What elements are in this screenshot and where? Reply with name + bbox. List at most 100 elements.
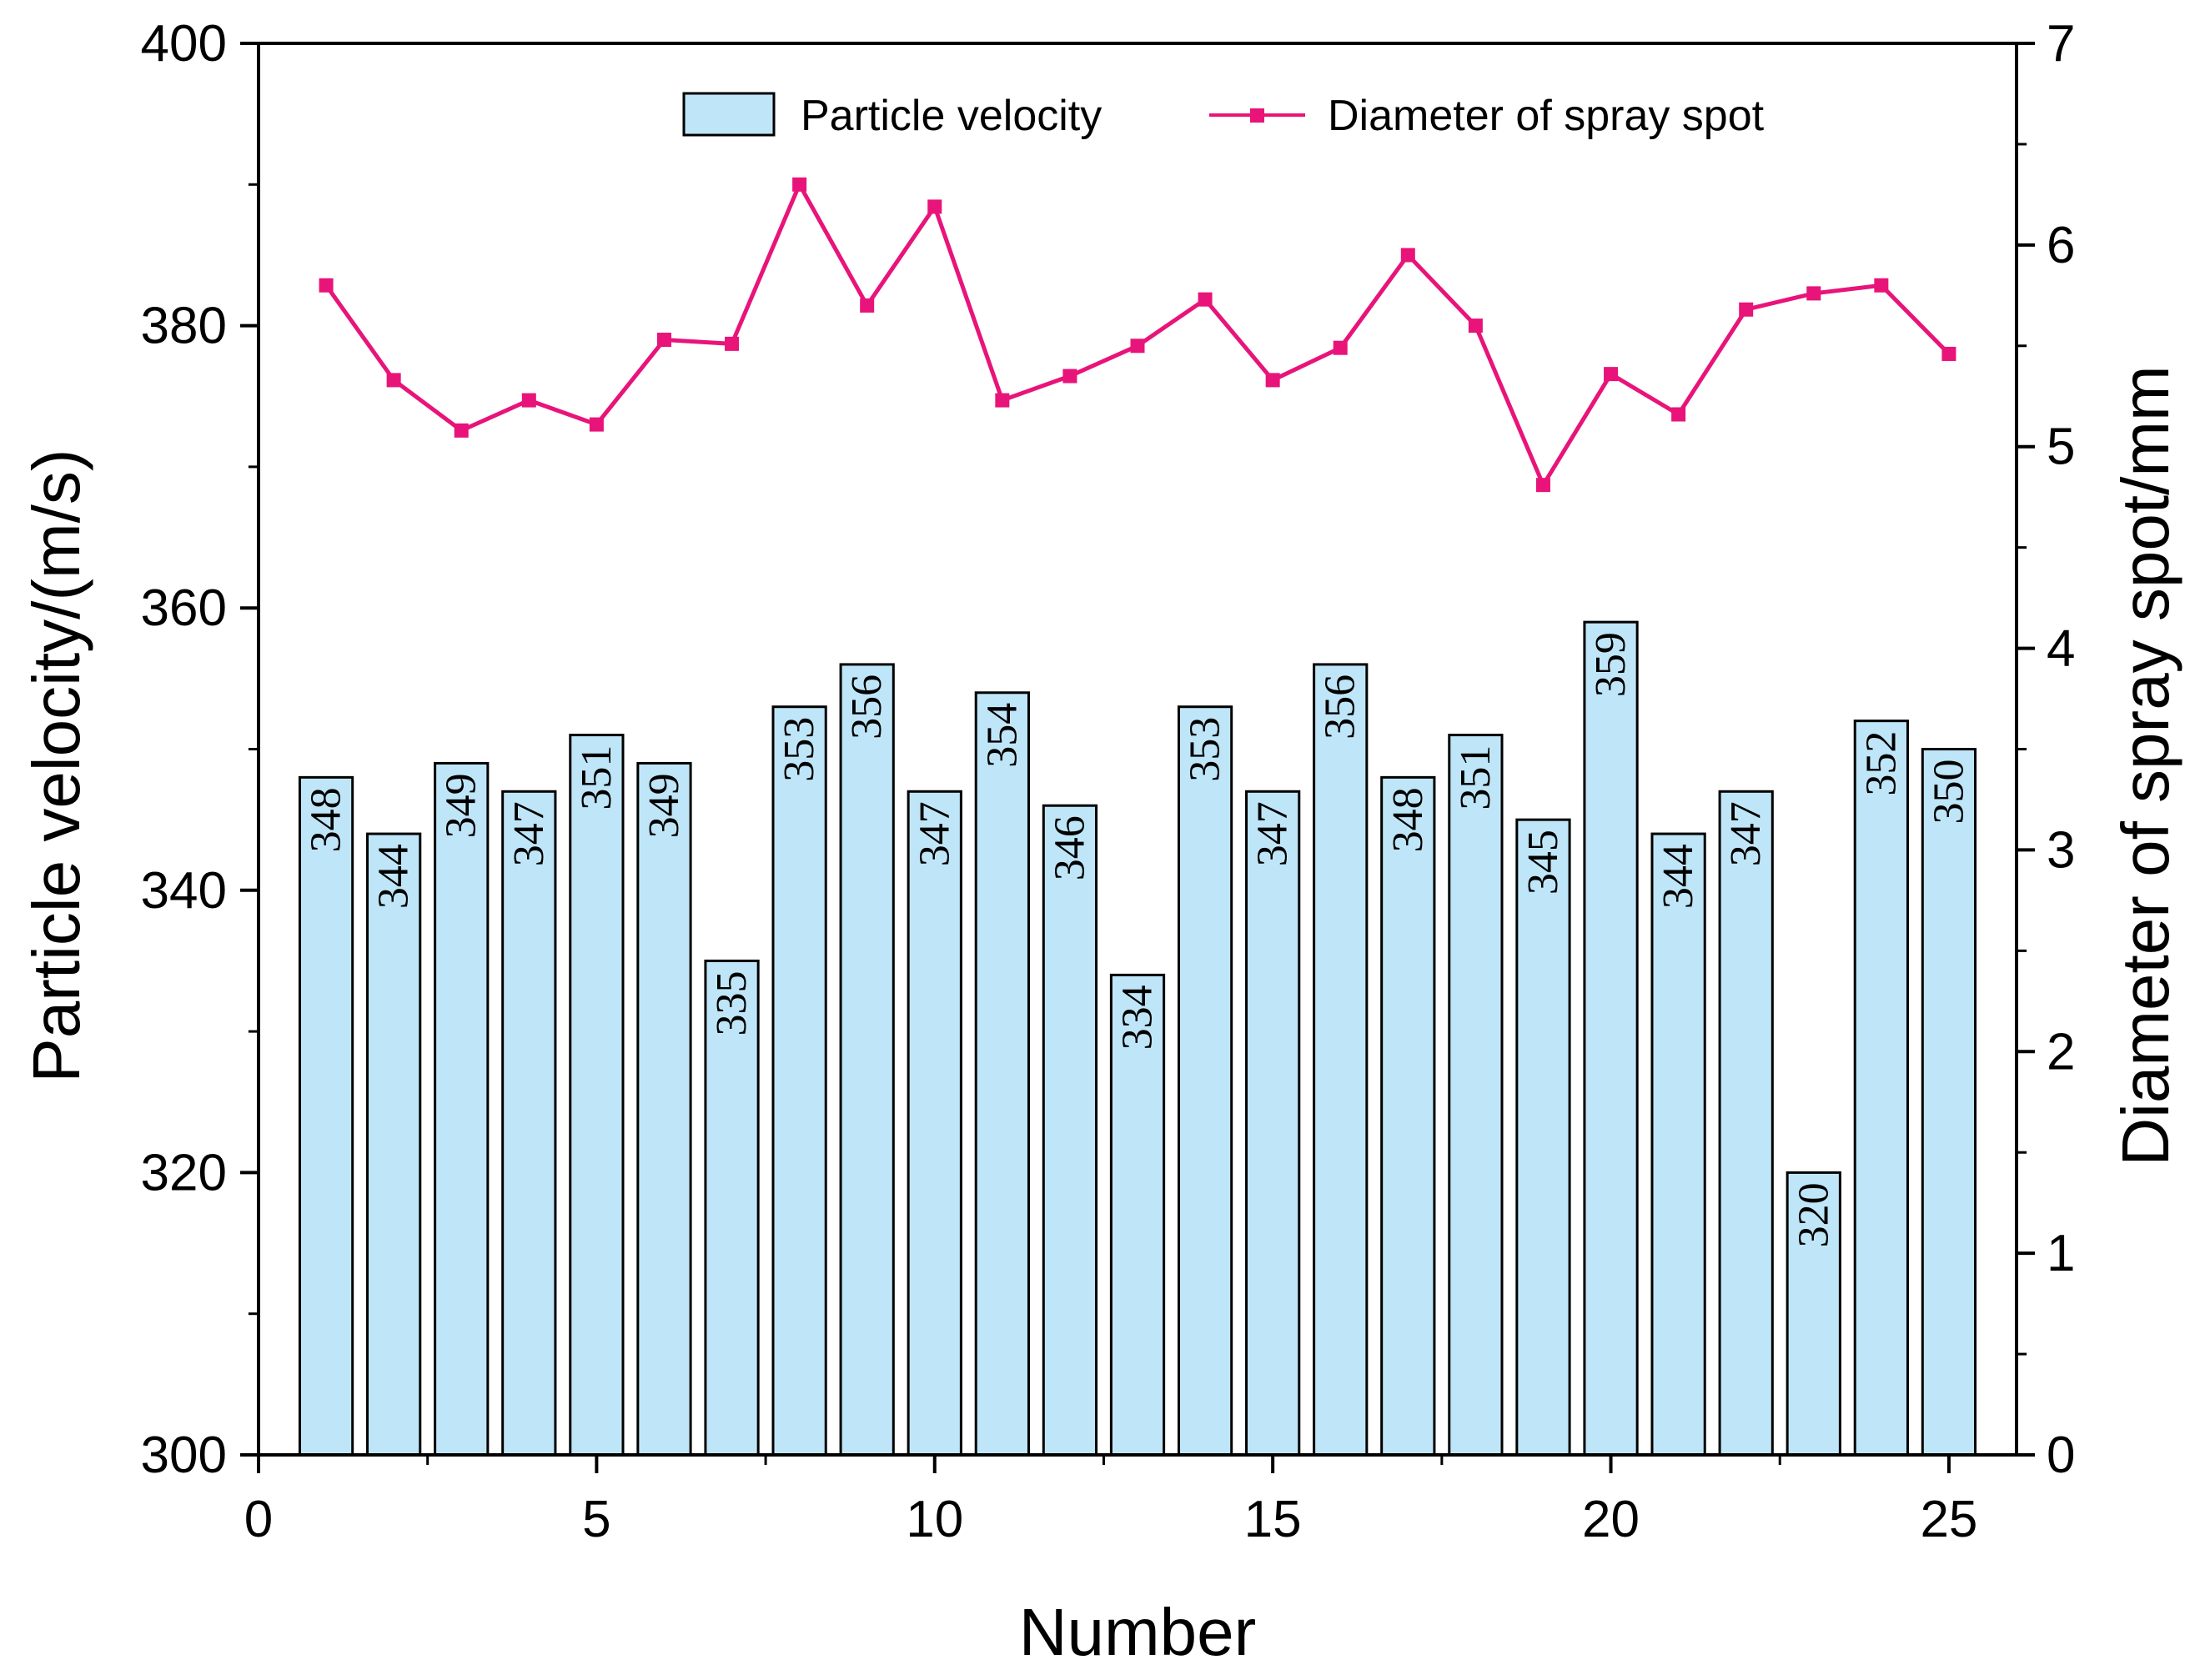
bar-11 xyxy=(974,691,1030,1457)
bar-label-23: 320 xyxy=(1790,1182,1837,1247)
bar-label-2: 344 xyxy=(370,844,418,909)
bar-label-8: 353 xyxy=(776,717,823,782)
bar-label-9: 356 xyxy=(843,675,891,740)
bar-label-18: 351 xyxy=(1452,745,1499,810)
y-right-tick-label-1: 1 xyxy=(2047,1225,2075,1282)
bar-label-14: 353 xyxy=(1182,717,1229,782)
diameter-marker-18 xyxy=(1468,318,1483,333)
diameter-marker-23 xyxy=(1806,286,1821,301)
bar-label-6: 349 xyxy=(640,773,688,838)
diameter-marker-6 xyxy=(656,333,671,348)
bar-24 xyxy=(1853,720,1909,1457)
y-left-tick-label-360: 360 xyxy=(141,579,227,637)
bar-label-21: 344 xyxy=(1655,844,1702,909)
y-left-tick-label-340: 340 xyxy=(141,862,227,920)
bar-19 xyxy=(1515,818,1571,1457)
bar-21 xyxy=(1650,832,1706,1457)
diameter-marker-9 xyxy=(860,298,875,313)
bar-14 xyxy=(1177,705,1233,1457)
y-axis-right-title: Diameter of spray spot/mm xyxy=(2108,365,2182,1166)
bar-6 xyxy=(636,761,692,1457)
diameter-marker-3 xyxy=(454,423,469,438)
y-left-tick-label-320: 320 xyxy=(141,1144,227,1201)
x-tick-label-5: 5 xyxy=(582,1491,610,1548)
bar-label-16: 356 xyxy=(1317,675,1364,740)
bar-label-24: 352 xyxy=(1857,731,1905,796)
bar-15 xyxy=(1245,790,1301,1457)
diameter-marker-24 xyxy=(1874,278,1889,293)
bar-10 xyxy=(907,790,962,1457)
y-right-tick-label-3: 3 xyxy=(2047,821,2075,879)
bar-9 xyxy=(839,663,895,1457)
bar-label-3: 349 xyxy=(438,773,485,838)
bar-label-22: 347 xyxy=(1722,801,1770,866)
legend-bar-swatch xyxy=(682,92,776,137)
diameter-marker-11 xyxy=(995,393,1010,408)
diameter-marker-1 xyxy=(319,278,334,293)
bar-1 xyxy=(298,775,354,1457)
x-tick-label-15: 15 xyxy=(1244,1491,1302,1548)
diameter-line xyxy=(324,179,1951,490)
bar-3 xyxy=(434,761,490,1457)
diameter-marker-5 xyxy=(589,417,604,432)
bar-17 xyxy=(1380,775,1436,1457)
diameter-marker-4 xyxy=(521,393,536,408)
bar-label-13: 334 xyxy=(1114,985,1162,1050)
diameter-marker-7 xyxy=(725,336,740,351)
bar-25 xyxy=(1921,748,1977,1457)
y-right-tick-label-4: 4 xyxy=(2047,620,2075,678)
diameter-marker-15 xyxy=(1265,373,1280,388)
legend-bar-label: Particle velocity xyxy=(801,92,1102,140)
bar-label-5: 351 xyxy=(573,745,620,810)
bar-2 xyxy=(366,832,422,1457)
y-left-tick-label-380: 380 xyxy=(141,298,227,355)
bar-label-11: 354 xyxy=(978,703,1026,768)
diameter-marker-17 xyxy=(1400,248,1415,263)
bar-label-19: 345 xyxy=(1519,830,1567,895)
diameter-marker-19 xyxy=(1535,478,1550,493)
bar-18 xyxy=(1448,734,1504,1457)
legend: Particle velocity Diameter of spray spot xyxy=(682,92,1765,140)
bar-label-20: 359 xyxy=(1587,632,1635,697)
diameter-marker-22 xyxy=(1739,302,1754,317)
bar-label-1: 348 xyxy=(303,787,350,852)
y-right-tick-label-7: 7 xyxy=(2047,15,2075,73)
diameter-marker-25 xyxy=(1941,346,1956,361)
bar-16 xyxy=(1313,663,1369,1457)
diameter-marker-12 xyxy=(1062,369,1077,384)
y-left-tick-label-400: 400 xyxy=(141,15,227,73)
x-tick-label-10: 10 xyxy=(906,1491,963,1548)
bar-label-4: 347 xyxy=(505,801,553,866)
bar-20 xyxy=(1583,620,1639,1457)
diameter-marker-10 xyxy=(927,199,942,214)
diameter-marker-14 xyxy=(1198,292,1213,307)
x-axis-title: Number xyxy=(1019,1595,1257,1669)
legend-line-marker xyxy=(1250,108,1264,123)
diameter-marker-13 xyxy=(1130,339,1145,354)
diameter-marker-20 xyxy=(1604,367,1619,382)
bar-8 xyxy=(771,705,827,1457)
diameter-marker-8 xyxy=(792,177,807,192)
diameter-marker-2 xyxy=(386,373,401,388)
bars-layer xyxy=(298,620,1977,1457)
x-tick-label-25: 25 xyxy=(1920,1491,1977,1548)
bar-label-17: 348 xyxy=(1384,787,1432,852)
diameter-marker-16 xyxy=(1333,340,1348,355)
bar-label-10: 347 xyxy=(911,801,958,866)
y-right-tick-label-2: 2 xyxy=(2047,1023,2075,1081)
bar-label-12: 346 xyxy=(1046,815,1093,880)
y-axis-left-title: Particle velocity/(m/s) xyxy=(19,449,93,1082)
bar-22 xyxy=(1718,790,1774,1457)
bar-label-25: 350 xyxy=(1925,760,1972,825)
y-right-tick-label-6: 6 xyxy=(2047,217,2075,274)
bar-label-7: 335 xyxy=(708,970,756,1036)
x-tick-label-20: 20 xyxy=(1582,1491,1640,1548)
diameter-marker-21 xyxy=(1671,407,1686,422)
legend-line-label: Diameter of spray spot xyxy=(1328,92,1765,140)
bar-label-15: 347 xyxy=(1249,801,1297,866)
bar-23 xyxy=(1786,1171,1841,1457)
line-layer xyxy=(319,177,1956,493)
bar-5 xyxy=(569,734,625,1457)
